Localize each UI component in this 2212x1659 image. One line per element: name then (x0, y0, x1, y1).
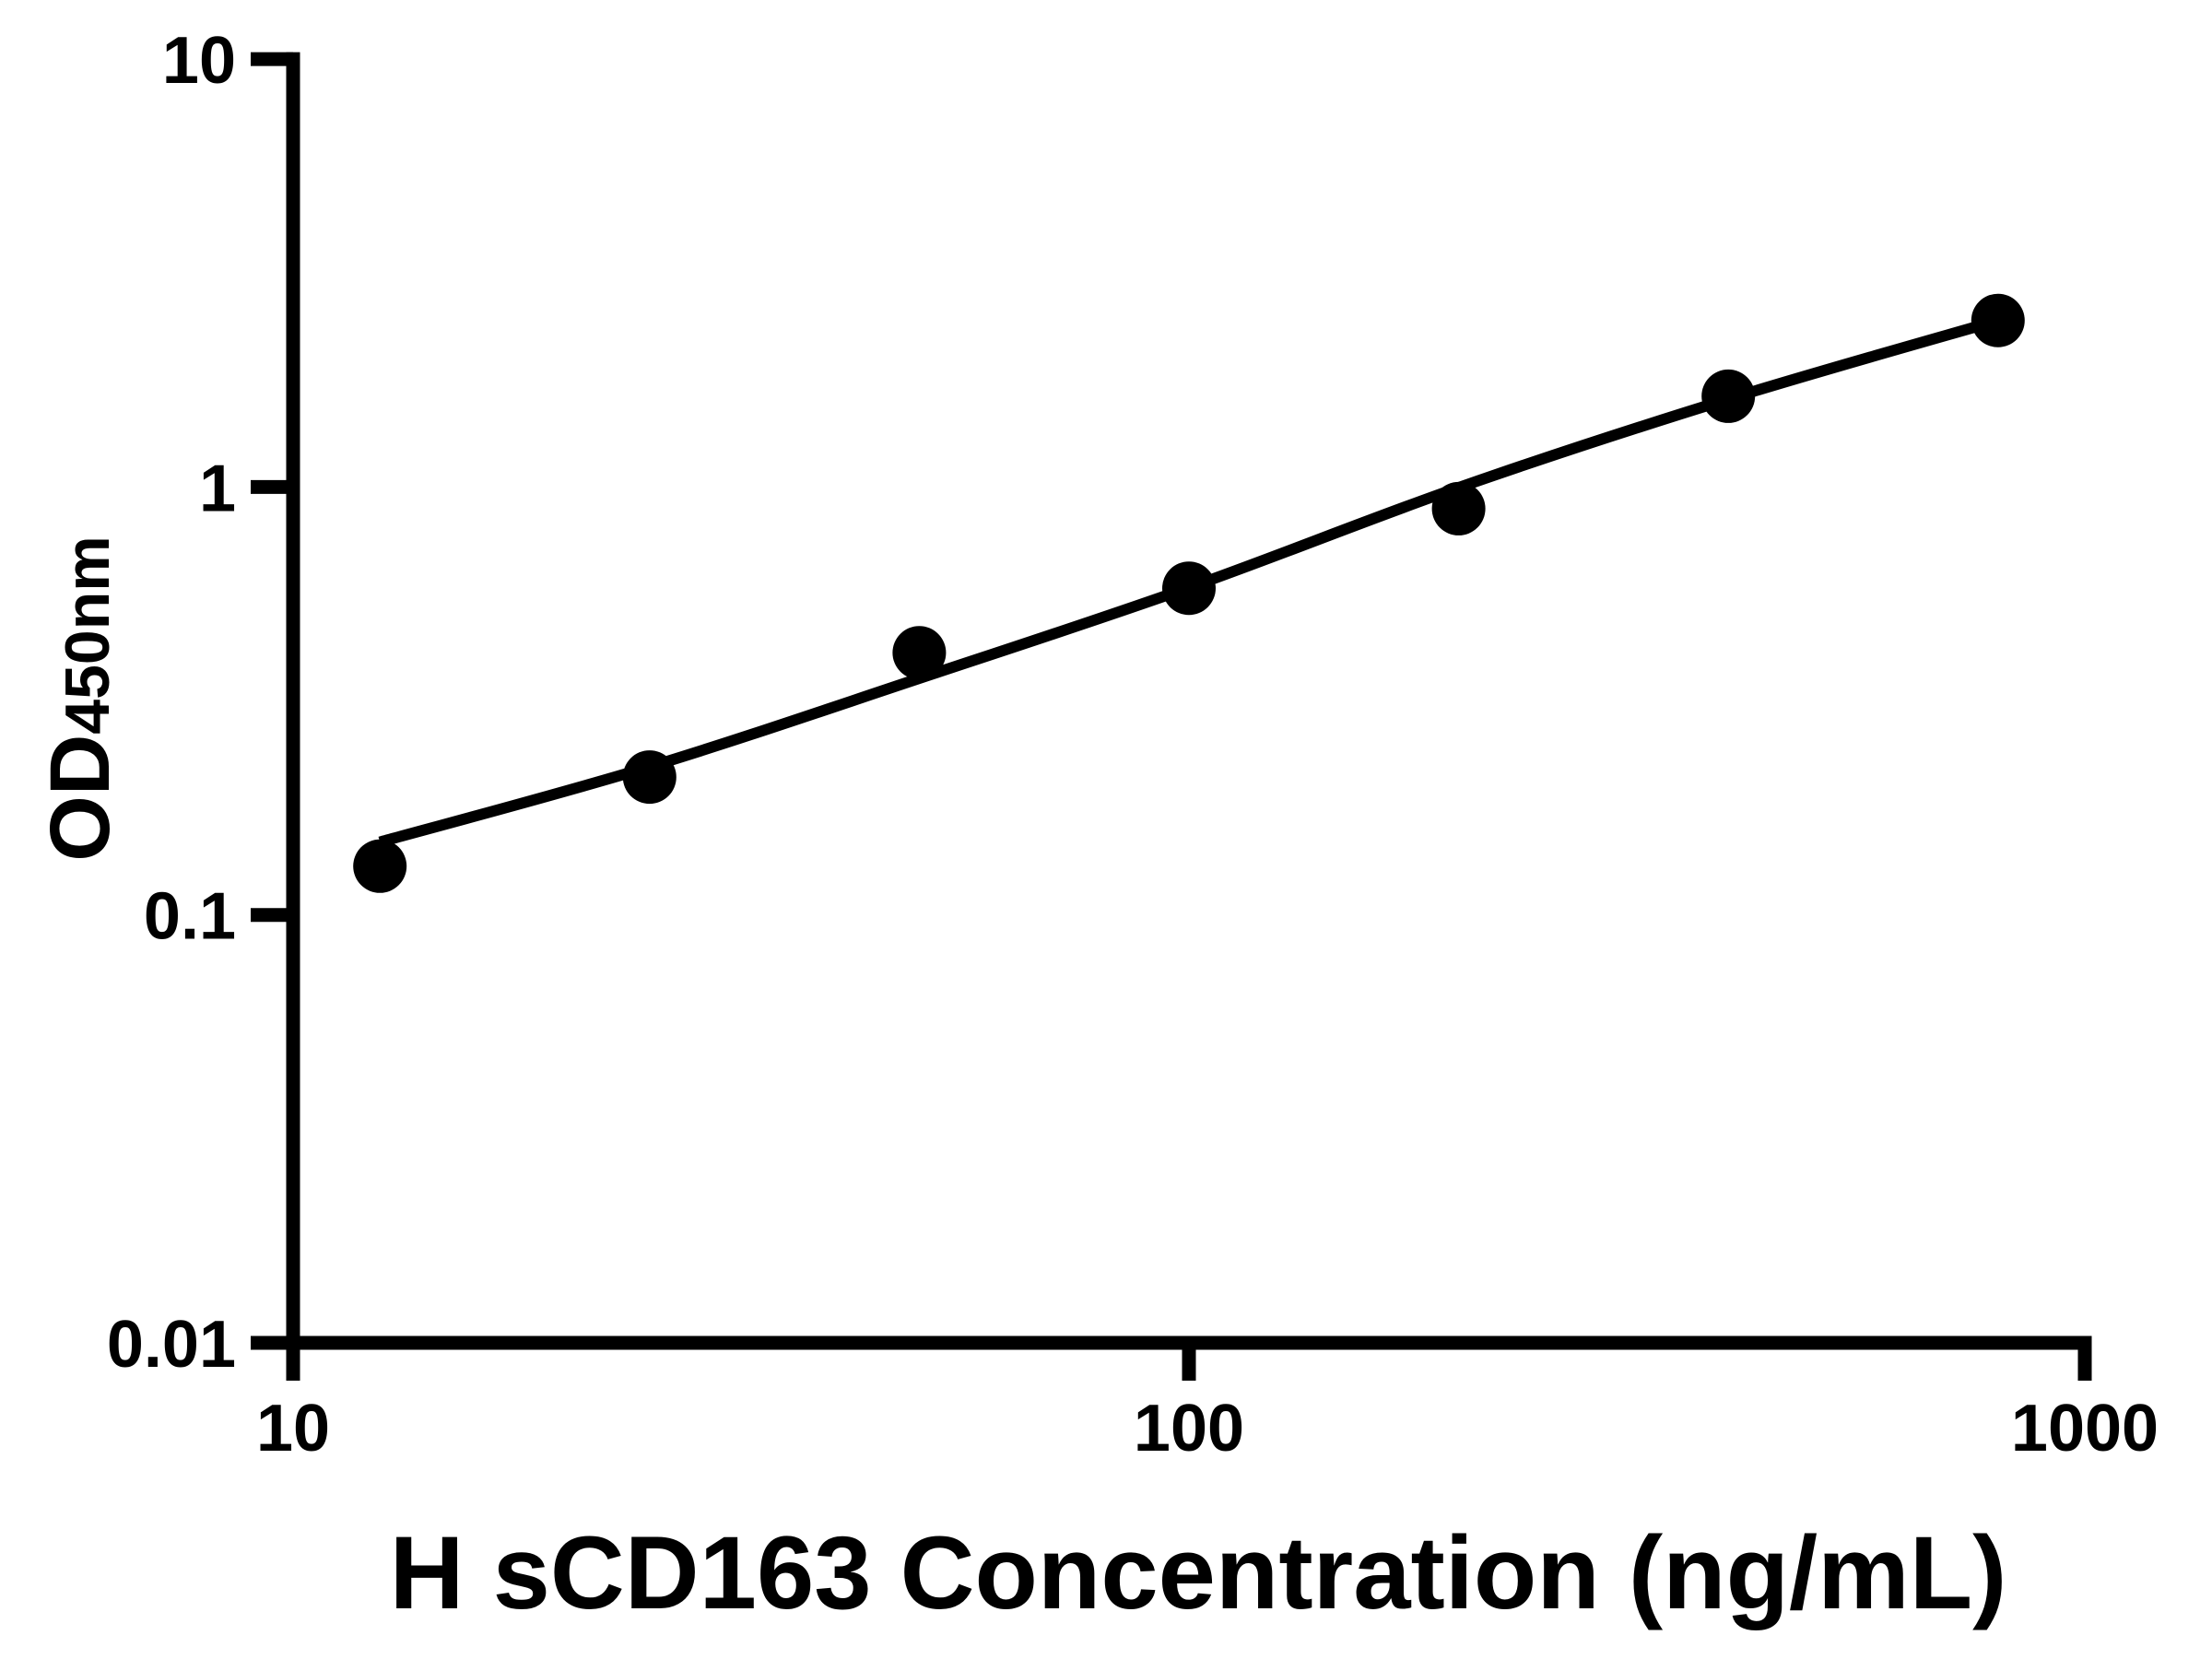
y-tick-label: 0.01 (107, 1308, 236, 1382)
axes-group (286, 52, 2092, 1350)
y-ticks-group: 10 1 0.1 0.01 (107, 24, 293, 1382)
data-point (1431, 481, 1486, 535)
x-tick-label: 10 (256, 1392, 330, 1465)
y-tick-label: 10 (162, 24, 236, 98)
data-point (1701, 369, 1756, 423)
x-ticks-group: 10 100 1000 (256, 1343, 2159, 1465)
data-point (1971, 293, 2025, 347)
y-axis-title-sub: 450nm (53, 535, 123, 734)
x-tick-label: 1000 (2011, 1392, 2159, 1465)
data-point (892, 626, 947, 680)
data-point (622, 750, 677, 805)
data-point (1162, 561, 1216, 616)
data-points-group (353, 293, 2025, 893)
y-tick-label: 0.1 (144, 880, 236, 954)
y-axis-title-main: OD (33, 735, 127, 862)
data-point (353, 839, 407, 893)
x-tick-label: 100 (1134, 1392, 1244, 1465)
x-axis-title: H sCD163 Concentration (ng/mL) (390, 1515, 2007, 1630)
y-tick-label: 1 (199, 452, 236, 525)
y-axis-title: OD450nm (33, 535, 127, 861)
